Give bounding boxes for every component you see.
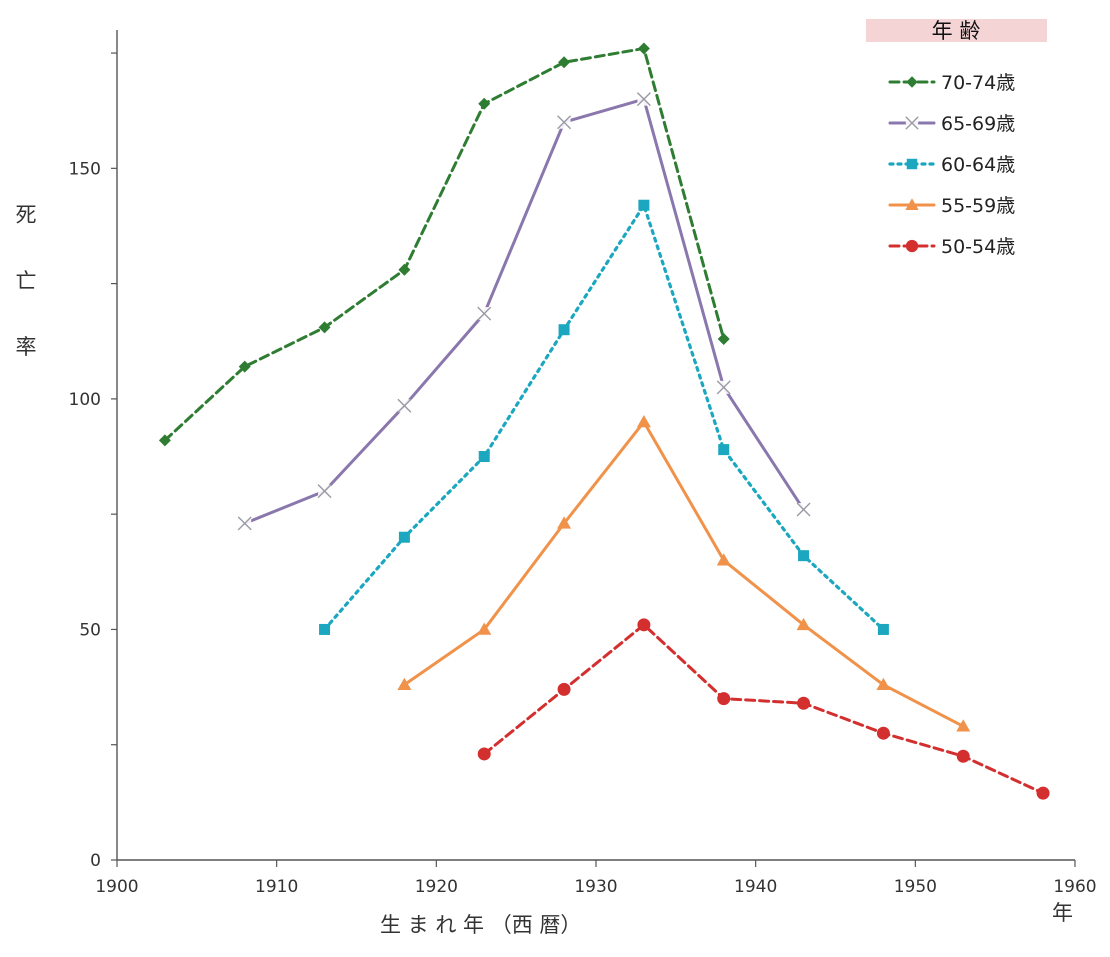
x-tick-label: 1960 — [1053, 877, 1096, 897]
x-axis-unit: 年 — [1052, 901, 1073, 925]
ticks: 1900 1910 1920 1930 1940 1950 1960 0 50 100 150 — [69, 52, 1097, 897]
y-axis-title-char: 率 — [16, 335, 37, 359]
series-70-74歳 — [158, 42, 730, 447]
legend-title-background — [866, 19, 1047, 42]
data-point-diamond — [398, 263, 411, 276]
data-point-triangle — [716, 553, 731, 566]
legend-label: 65-69歳 — [941, 113, 1015, 135]
data-point-circle — [637, 618, 651, 632]
data-point-diamond — [238, 360, 251, 373]
data-point-circle — [876, 726, 890, 740]
legend-label: 60-64歳 — [941, 154, 1015, 176]
legend-item: 70-74歳 — [888, 72, 1015, 94]
data-point-square — [558, 324, 570, 336]
x-tick-label: 1900 — [95, 877, 138, 897]
y-axis-title: 死亡率 — [16, 203, 37, 359]
data-point-triangle — [956, 719, 971, 732]
data-point-square — [877, 623, 889, 635]
x-tick-label: 1910 — [255, 877, 298, 897]
legend-item: 65-69歳 — [888, 113, 1015, 135]
data-point-circle — [1036, 786, 1050, 800]
data-point-square — [398, 531, 410, 543]
x-tick-label: 1920 — [415, 877, 458, 897]
data-point-circle — [956, 749, 970, 763]
data-point-square — [798, 550, 810, 562]
data-point-circle — [557, 682, 571, 696]
data-point-x — [716, 380, 731, 395]
legend-item: 50-54歳 — [888, 236, 1015, 258]
series-line — [243, 97, 806, 525]
data-point-x — [557, 115, 572, 130]
data-point-x — [477, 306, 492, 321]
data-point-triangle — [905, 198, 919, 210]
legend-items: 70-74歳 65-69歳 60-64歳 55-59歳 50-54歳 — [888, 72, 1015, 258]
data-point-triangle — [636, 414, 651, 428]
series-line — [482, 623, 1045, 795]
y-axis-title-char: 亡 — [16, 269, 37, 293]
data-point-x — [796, 502, 811, 517]
y-tick-label: 0 — [90, 851, 101, 871]
data-point-circle — [905, 239, 919, 253]
y-axis-title-char: 死 — [16, 203, 37, 227]
legend-item: 55-59歳 — [888, 195, 1015, 217]
data-point-square — [906, 158, 918, 170]
legend-item: 60-64歳 — [888, 154, 1015, 176]
data-point-diamond — [717, 332, 730, 345]
data-point-circle — [477, 747, 491, 761]
data-point-circle — [797, 696, 811, 710]
data-point-x — [636, 92, 651, 107]
y-tick-label: 50 — [79, 620, 101, 640]
series-65-69歳 — [237, 92, 811, 531]
series-line — [163, 46, 726, 442]
data-point-x — [397, 398, 412, 413]
y-tick-label: 100 — [69, 390, 101, 410]
data-point-square — [718, 444, 730, 456]
data-point-triangle — [397, 677, 412, 691]
x-axis-title: 生 ま れ 年 （西 暦） — [380, 913, 581, 937]
data-point-diamond — [558, 56, 571, 69]
data-point-square — [638, 199, 650, 211]
data-point-x — [905, 116, 919, 130]
x-tick-label: 1930 — [574, 877, 617, 897]
legend: 年 齢 70-74歳 65-69歳 60-64歳 55-59歳 50-54歳 — [866, 19, 1047, 258]
y-tick-label: 150 — [69, 159, 101, 179]
data-point-diamond — [478, 97, 491, 110]
data-point-square — [319, 623, 331, 635]
axes — [116, 30, 1075, 861]
series-50-54歳 — [477, 618, 1050, 800]
data-point-diamond — [637, 42, 650, 55]
series-layer — [158, 42, 1050, 800]
data-point-diamond — [318, 321, 331, 334]
data-point-square — [478, 451, 490, 463]
data-point-triangle — [796, 617, 811, 631]
legend-label: 55-59歳 — [941, 195, 1015, 217]
x-tick-label: 1950 — [894, 877, 937, 897]
data-point-diamond — [158, 434, 171, 447]
series-60-64歳 — [319, 199, 889, 635]
data-point-circle — [717, 692, 731, 706]
series-55-59歳 — [397, 414, 971, 732]
x-tick-label: 1940 — [734, 877, 777, 897]
legend-title: 年 齢 — [932, 19, 981, 43]
series-line — [402, 420, 965, 728]
data-point-triangle — [477, 622, 492, 635]
data-point-triangle — [876, 677, 891, 691]
data-point-diamond — [906, 76, 918, 88]
legend-label: 70-74歳 — [941, 72, 1015, 94]
series-line — [322, 203, 886, 632]
data-point-x — [237, 516, 252, 531]
legend-label: 50-54歳 — [941, 236, 1015, 258]
data-point-triangle — [557, 516, 572, 529]
data-point-x — [317, 484, 332, 499]
